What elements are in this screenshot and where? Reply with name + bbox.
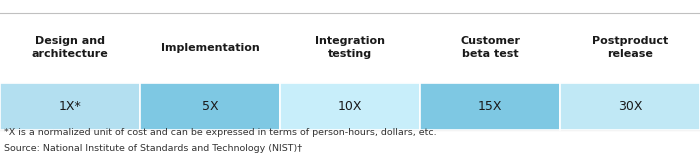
Text: Design and
architecture: Design and architecture xyxy=(32,37,108,59)
Text: 10X: 10X xyxy=(337,100,363,113)
Bar xyxy=(0,83,140,130)
Bar xyxy=(420,83,560,130)
Bar xyxy=(280,83,420,130)
Text: Integration
testing: Integration testing xyxy=(315,37,385,59)
Bar xyxy=(140,83,280,130)
Bar xyxy=(560,83,700,130)
Text: Postproduct
release: Postproduct release xyxy=(592,37,668,59)
Text: 30X: 30X xyxy=(617,100,643,113)
Text: 15X: 15X xyxy=(478,100,503,113)
Text: Customer
beta test: Customer beta test xyxy=(460,37,520,59)
Text: 5X: 5X xyxy=(202,100,218,113)
Text: 1X*: 1X* xyxy=(59,100,81,113)
Text: Implementation: Implementation xyxy=(160,43,260,53)
Text: *X is a normalized unit of cost and can be expressed in terms of person-hours, d: *X is a normalized unit of cost and can … xyxy=(4,128,436,137)
Text: Source: National Institute of Standards and Technology (NIST)†: Source: National Institute of Standards … xyxy=(4,144,302,153)
